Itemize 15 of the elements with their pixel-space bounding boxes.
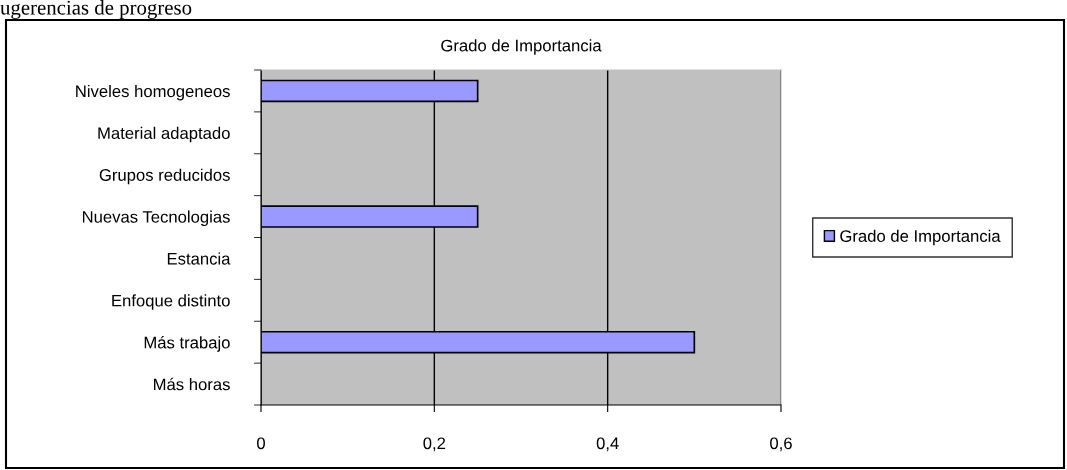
- x-tick-label: 0,4: [596, 437, 619, 452]
- x-tick-label: 0,2: [423, 437, 446, 452]
- y-tick-label: Más trabajo: [144, 336, 230, 352]
- x-tick-label: 0,6: [770, 437, 792, 452]
- y-tick-label: Enfoque distinto: [112, 294, 230, 310]
- legend-label: Grado de Importancia: [840, 229, 1001, 246]
- chart-title: Grado de Importancia: [441, 39, 602, 55]
- y-tick-label: Grupos reducidos: [99, 168, 230, 185]
- text: ugerencias de progreso: [0, 0, 192, 19]
- y-tick-label: Más horas: [154, 377, 230, 391]
- y-tick-label: Estancia: [167, 252, 231, 265]
- y-tick-label: Nuevas Tecnologias: [82, 210, 230, 227]
- x-tick-label: 0: [257, 437, 265, 450]
- y-tick-label: Niveles homogeneos: [76, 84, 230, 101]
- y-tick-label: Material adaptado: [98, 126, 230, 143]
